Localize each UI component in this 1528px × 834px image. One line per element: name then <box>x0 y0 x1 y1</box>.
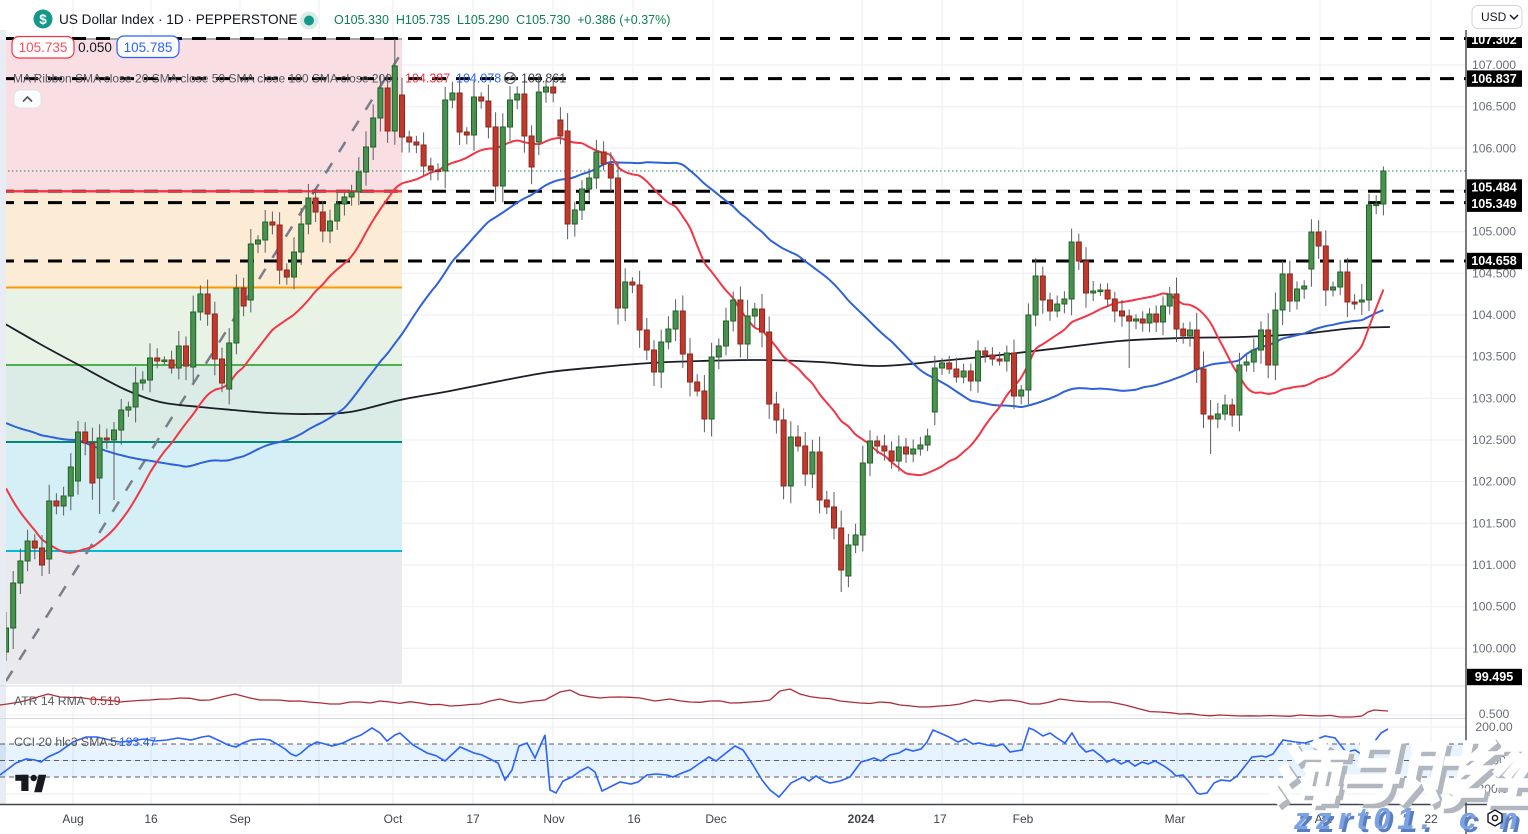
svg-text:Feb: Feb <box>1013 812 1034 826</box>
svg-text:USD: USD <box>1481 10 1507 24</box>
svg-text:103.000: 103.000 <box>1472 391 1516 405</box>
svg-text:Sep: Sep <box>229 812 251 826</box>
svg-text:c: c <box>1462 804 1486 834</box>
svg-text:106.500: 106.500 <box>1472 100 1516 114</box>
svg-text:103.861: 103.861 <box>521 72 566 86</box>
svg-text:200.00: 200.00 <box>1475 720 1512 734</box>
svg-text:105.000: 105.000 <box>1472 225 1516 239</box>
svg-text:101.000: 101.000 <box>1472 558 1516 572</box>
svg-text:107.000: 107.000 <box>1472 58 1516 72</box>
svg-text:101.500: 101.500 <box>1472 516 1516 530</box>
svg-text:Nov: Nov <box>543 812 564 826</box>
svg-text:Aug: Aug <box>62 812 83 826</box>
svg-text:193.47: 193.47 <box>119 735 156 749</box>
svg-text:100.500: 100.500 <box>1472 600 1516 614</box>
svg-text:n: n <box>1499 801 1524 834</box>
svg-text:Mar: Mar <box>1165 812 1186 826</box>
svg-text:103.500: 103.500 <box>1472 350 1516 364</box>
svg-text:102.500: 102.500 <box>1472 433 1516 447</box>
svg-text:0.500: 0.500 <box>1479 707 1510 721</box>
svg-text:104.658: 104.658 <box>1471 254 1517 268</box>
svg-text:Oct: Oct <box>384 812 403 826</box>
svg-text:0.050: 0.050 <box>78 40 112 55</box>
svg-text:2024: 2024 <box>848 812 875 826</box>
svg-text:104.500: 104.500 <box>1472 266 1516 280</box>
svg-text:106.837: 106.837 <box>1471 72 1517 86</box>
svg-text:104.387: 104.387 <box>405 72 450 86</box>
svg-text:107.302: 107.302 <box>1471 33 1517 47</box>
svg-text:16: 16 <box>627 812 641 826</box>
svg-text:104.078: 104.078 <box>456 72 501 86</box>
svg-text:zzrt01.: zzrt01. <box>1296 804 1439 834</box>
svg-text:105.484: 105.484 <box>1471 181 1517 195</box>
svg-text:Apr: Apr <box>1315 812 1334 826</box>
svg-text:0.519: 0.519 <box>90 694 121 708</box>
svg-text:102.000: 102.000 <box>1472 475 1516 489</box>
svg-text:17: 17 <box>933 812 947 826</box>
svg-text:99.495: 99.495 <box>1475 670 1514 684</box>
svg-text:c: c <box>1459 801 1483 834</box>
svg-text:CCI 20 hlc3 SMA 5: CCI 20 hlc3 SMA 5 <box>14 735 117 749</box>
svg-text:105.785: 105.785 <box>124 40 173 55</box>
svg-text:$: $ <box>39 12 47 27</box>
svg-text:104.000: 104.000 <box>1472 308 1516 322</box>
svg-text:O105.330 H105.735 L105.290: O105.330 H105.735 L105.290 C105.730 +0.3… <box>334 13 670 27</box>
svg-text:105.349: 105.349 <box>1471 197 1517 211</box>
svg-text:zzrt01.: zzrt01. <box>1293 801 1436 834</box>
svg-text:n: n <box>1502 804 1527 834</box>
svg-text:ATR 14 RMA: ATR 14 RMA <box>14 694 86 708</box>
svg-text:MA Ribbon SMA close 20 SMA clo: MA Ribbon SMA close 20 SMA close 50 SMA … <box>13 72 392 86</box>
svg-text:US Dollar Index · 1D · PEPPERS: US Dollar Index · 1D · PEPPERSTONE <box>59 12 297 27</box>
svg-text:105.735: 105.735 <box>19 40 68 55</box>
svg-text:100.000: 100.000 <box>1472 641 1516 655</box>
svg-text:106.000: 106.000 <box>1472 141 1516 155</box>
svg-text:22: 22 <box>1424 812 1438 826</box>
svg-text:Dec: Dec <box>705 812 726 826</box>
svg-text:16: 16 <box>144 812 158 826</box>
svg-text:17: 17 <box>466 812 480 826</box>
